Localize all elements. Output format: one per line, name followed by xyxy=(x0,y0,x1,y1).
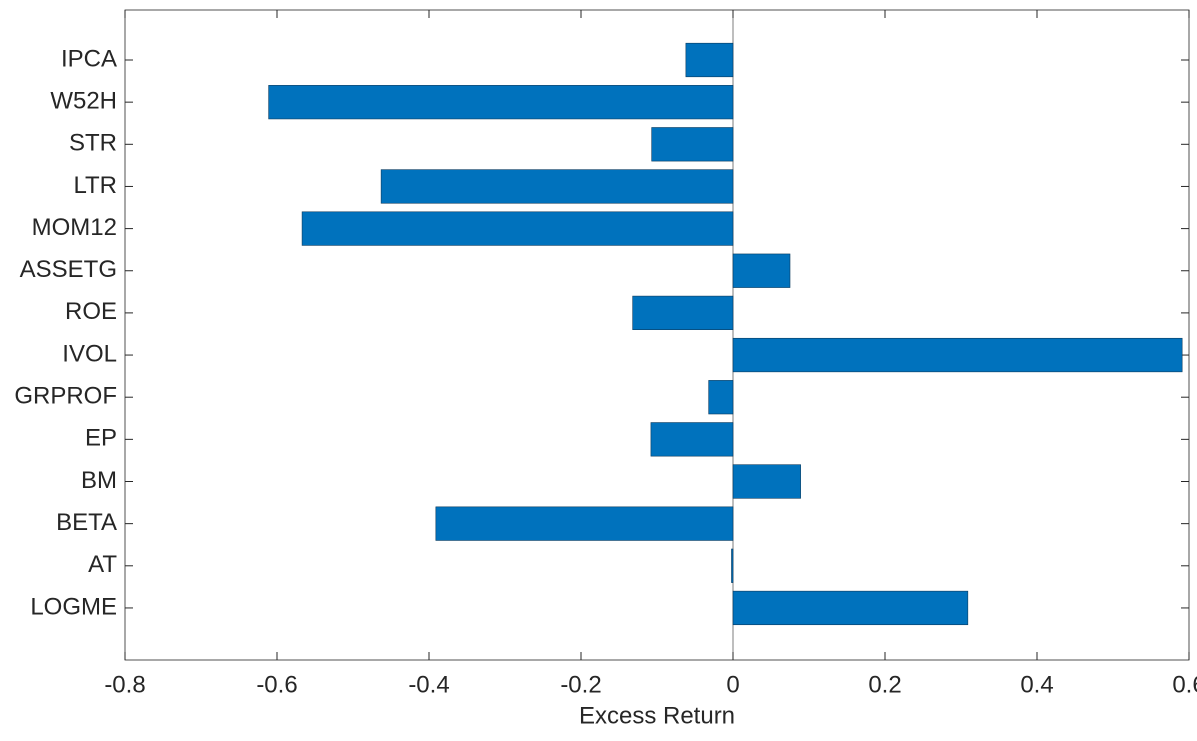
y-tick-label: W52H xyxy=(50,87,117,114)
x-tick-label: -0.4 xyxy=(408,671,449,698)
x-tick-label: -0.6 xyxy=(256,671,297,698)
bar xyxy=(708,380,734,415)
y-tick-label: BETA xyxy=(56,509,117,536)
y-tick-label: STR xyxy=(69,130,117,157)
bar xyxy=(632,295,734,331)
bar xyxy=(732,464,801,499)
bar xyxy=(732,337,1183,373)
x-tick-label: 0.2 xyxy=(868,671,901,698)
y-tick-label: ASSETG xyxy=(20,256,117,283)
bar xyxy=(685,42,734,78)
x-tick-label: 0.6 xyxy=(1172,671,1197,698)
bar xyxy=(731,548,734,583)
y-tick-label: EP xyxy=(85,425,117,452)
x-axis-label: Excess Return xyxy=(579,702,735,729)
axes-box xyxy=(124,9,1190,661)
x-tick-label: -0.8 xyxy=(104,671,145,698)
bar xyxy=(732,590,969,626)
y-tick-label: IPCA xyxy=(61,45,117,72)
y-tick-label: LTR xyxy=(73,172,117,199)
x-tick-label: -0.2 xyxy=(560,671,601,698)
y-tick-label: LOGME xyxy=(30,593,117,620)
bar xyxy=(380,169,734,204)
bar xyxy=(268,85,734,120)
y-tick-label: GRPROF xyxy=(14,383,117,410)
y-tick-label: MOM12 xyxy=(32,214,117,241)
bar xyxy=(301,211,734,246)
y-tick-label: ROE xyxy=(65,298,117,325)
y-tick-label: AT xyxy=(88,551,117,578)
y-tick-label: BM xyxy=(81,467,117,494)
x-tick-label: 0 xyxy=(726,671,739,698)
x-tick-label: 0.4 xyxy=(1020,671,1053,698)
y-tick-label: IVOL xyxy=(62,340,117,367)
bar xyxy=(435,506,734,541)
bar xyxy=(650,422,734,457)
bar xyxy=(651,127,734,162)
bar xyxy=(732,253,791,288)
